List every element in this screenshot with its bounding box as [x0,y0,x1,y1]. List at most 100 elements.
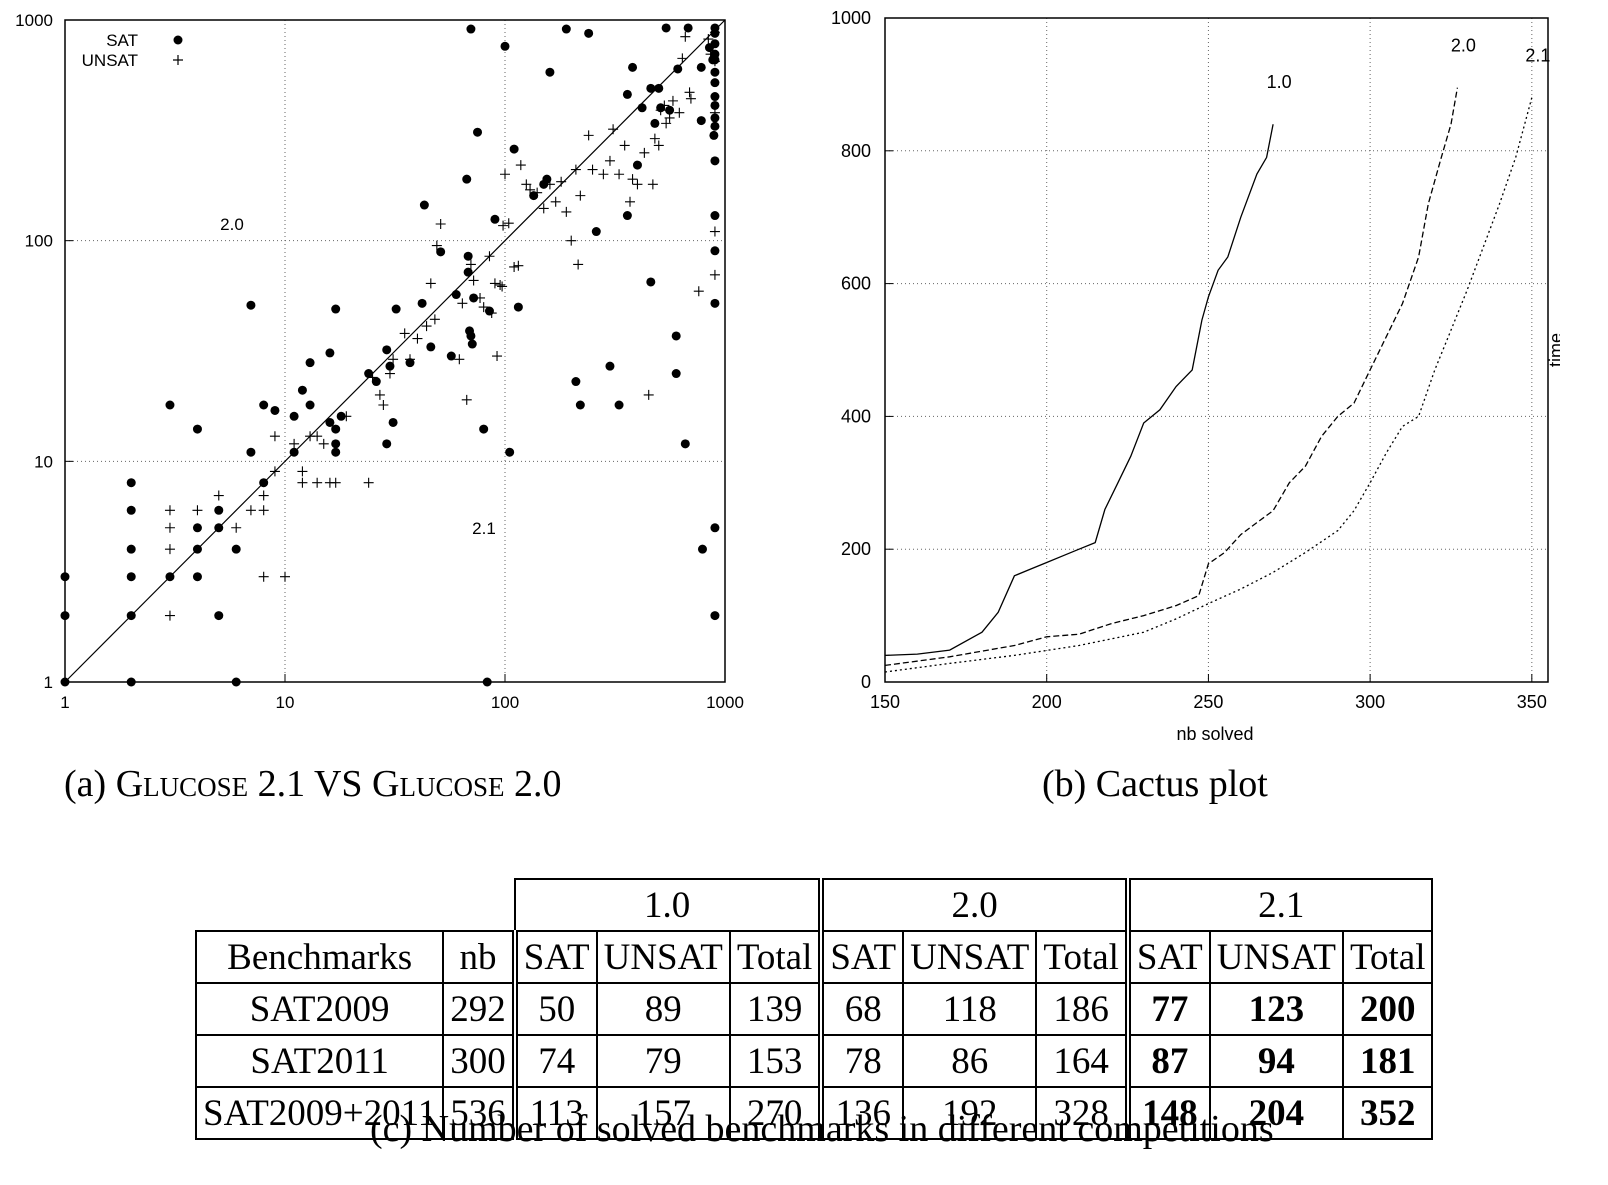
sat-point [661,23,671,33]
sat-point [628,62,638,72]
table-cell: 118 [902,982,1038,1036]
sat-point [656,103,666,113]
unsat-point [484,251,495,262]
table-cell: 157 [595,1086,731,1140]
table-cell: 292 [442,982,516,1036]
unsat-point [598,169,609,180]
table-header-cell: Total [1035,930,1129,984]
sat-point [710,611,720,621]
sat-point [637,103,647,113]
unsat-point [269,466,280,477]
caption-a-end: 2.0 [513,763,562,805]
sat-point [605,361,615,371]
scatter-diagonal [64,19,726,683]
sat-point [697,544,707,554]
unsat-point [468,275,479,286]
sat-point [214,505,224,515]
unsat-point [500,169,510,180]
sat-point [289,447,299,457]
y-tick-label: 1 [44,673,53,692]
sat-point [364,369,374,379]
sat-point [382,345,392,355]
sat-point [484,306,494,316]
sat-point [479,424,489,434]
unsat-point [412,333,423,344]
table-cell: 87 [1124,1034,1211,1088]
unsat-point [280,571,290,582]
caption-a-glucose-1: Glucose [115,763,249,805]
legend-label-sat: SAT [106,31,138,50]
table-cell: 68 [818,982,905,1036]
table-header-cell: Total [1341,930,1434,984]
sat-point [710,100,720,110]
table-cell: 153 [728,1034,823,1088]
region-label-upper: 2.0 [220,215,244,234]
unsat-point [685,93,696,104]
unsat-point [388,354,399,365]
unsat-point [693,286,704,297]
table-cell: 200 [1341,982,1434,1036]
caption-a-prefix: (a) [64,763,107,805]
sat-point [710,49,720,59]
sat-point [575,400,585,410]
sat-point [591,227,601,237]
table-blank-cell [196,879,443,931]
sat-point [463,251,473,261]
y-tick-label: 1000 [831,8,871,28]
sat-point [446,351,456,361]
unsat-point [312,477,323,488]
sat-point [405,358,415,368]
sat-point [696,62,706,72]
unsat-point [521,179,532,190]
sat-point [650,118,660,128]
unsat-point [608,124,619,135]
unsat-point [454,354,465,365]
table-header-cell: UNSAT [595,930,731,984]
sat-point [214,523,224,533]
y-tick-label: 1000 [15,11,53,30]
unsat-point [399,328,410,339]
sat-point [371,377,381,387]
unsat-point [435,218,446,229]
unsat-point [647,179,658,190]
table-blank-cell [443,879,515,931]
unsat-point [289,438,300,449]
table-cell: 86 [902,1034,1038,1088]
unsat-point [661,118,672,129]
unsat-point [497,281,508,292]
table-cell: 536 [442,1086,516,1140]
unsat-point [318,438,329,449]
unsat-point [192,505,203,516]
sat-point [490,214,500,224]
unsat-point [556,176,567,187]
sat-point [60,611,70,621]
y-tick-label: 400 [841,406,871,426]
unsat-point [550,196,561,207]
table-header-cell: SAT [1124,930,1211,984]
scatter-chart: 1 10 100 1000 1 10 100 1000 2.0 2.1 SAT UNSAT [15,11,744,712]
sat-point [710,246,720,256]
sat-point [683,23,693,33]
region-label-lower: 2.1 [472,519,496,538]
unsat-point [570,164,581,175]
caption-b: (b) Cactus plot [1042,763,1268,805]
sat-point [426,342,436,352]
table-cell: 139 [728,982,823,1036]
sat-point [710,92,720,102]
sat-point [385,361,395,371]
legend-label-unsat: UNSAT [82,51,138,70]
cactus-ylabel: time [1546,333,1560,367]
table-cell: 136 [818,1086,905,1140]
sat-point [419,200,429,210]
caption-a-glucose-2: Glucose [372,763,505,805]
table-cell: 300 [442,1034,516,1088]
sat-point [382,439,392,449]
unsat-point [583,130,594,141]
unsat-point [653,140,664,151]
table-cell: 123 [1208,982,1344,1036]
scatter-plot-frame [64,19,726,683]
sat-point [529,191,539,201]
table-cell: 328 [1035,1086,1129,1140]
sat-point [192,572,202,582]
sat-point [710,298,720,308]
